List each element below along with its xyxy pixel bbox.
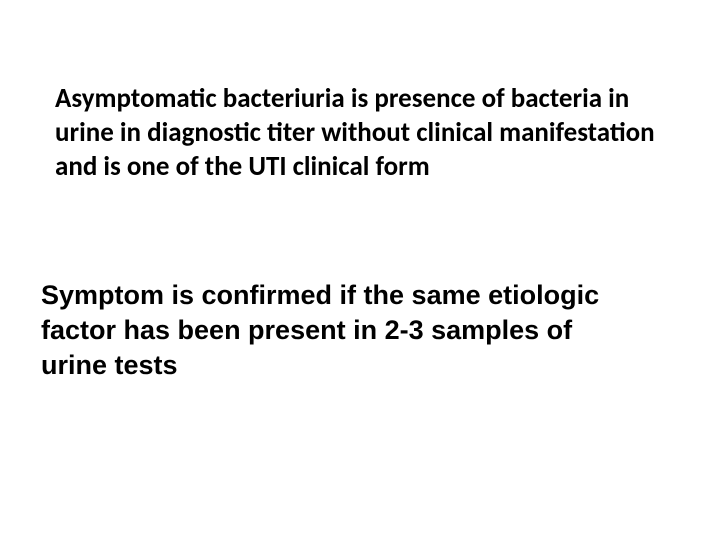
- paragraph-confirmation: Symptom is confirmed if the same etiolog…: [41, 278, 601, 383]
- slide: Asymptomatic bacteriuria is presence of …: [0, 0, 720, 540]
- paragraph-definition: Asymptomatic bacteriuria is presence of …: [55, 82, 675, 183]
